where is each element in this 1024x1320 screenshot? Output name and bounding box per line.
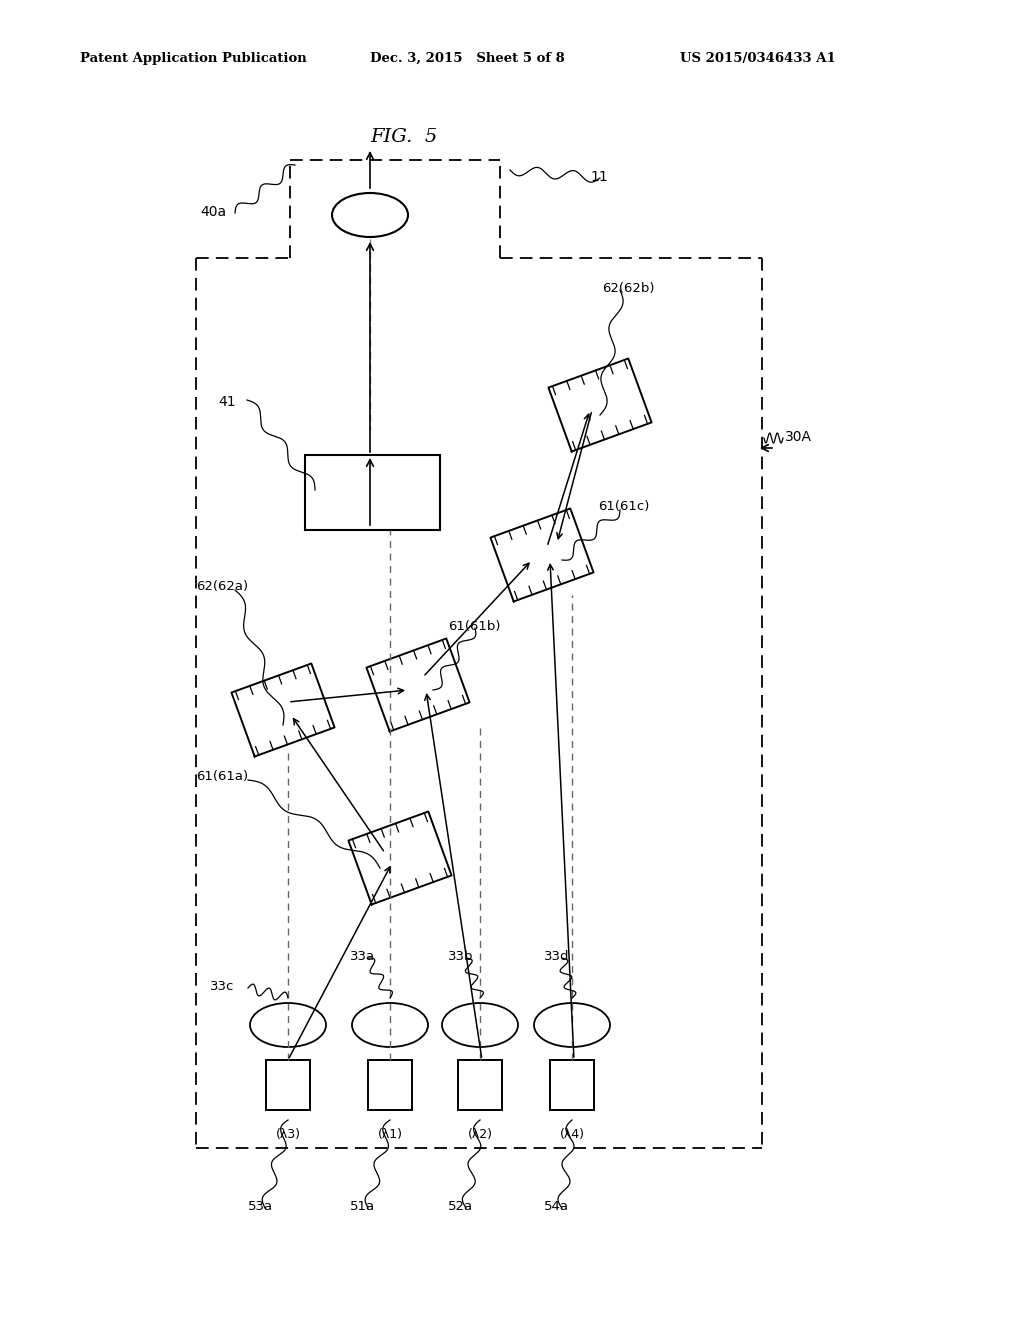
Text: 33b: 33b xyxy=(449,950,473,964)
Text: 33c: 33c xyxy=(210,979,234,993)
Text: Dec. 3, 2015   Sheet 5 of 8: Dec. 3, 2015 Sheet 5 of 8 xyxy=(370,51,565,65)
Text: 53a: 53a xyxy=(248,1200,273,1213)
Bar xyxy=(266,1060,310,1110)
Text: 40a: 40a xyxy=(200,205,226,219)
Text: 61(61c): 61(61c) xyxy=(598,500,649,513)
Bar xyxy=(368,1060,412,1110)
Text: 62(62a): 62(62a) xyxy=(196,579,248,593)
Bar xyxy=(550,1060,594,1110)
Text: (λ4): (λ4) xyxy=(559,1129,585,1140)
Text: 41: 41 xyxy=(218,395,236,409)
Text: 33a: 33a xyxy=(350,950,375,964)
Text: 11: 11 xyxy=(590,170,608,183)
Text: 61(61a): 61(61a) xyxy=(196,770,248,783)
Text: (λ1): (λ1) xyxy=(378,1129,402,1140)
Text: 61(61b): 61(61b) xyxy=(449,620,501,634)
Bar xyxy=(458,1060,502,1110)
Text: (λ3): (λ3) xyxy=(275,1129,300,1140)
Text: 54a: 54a xyxy=(544,1200,569,1213)
Text: (λ2): (λ2) xyxy=(468,1129,493,1140)
Text: 62(62b): 62(62b) xyxy=(602,282,654,294)
Text: 33d: 33d xyxy=(544,950,569,964)
Text: Patent Application Publication: Patent Application Publication xyxy=(80,51,307,65)
Text: 51a: 51a xyxy=(350,1200,375,1213)
Text: US 2015/0346433 A1: US 2015/0346433 A1 xyxy=(680,51,836,65)
Text: 30A: 30A xyxy=(785,430,812,444)
Text: FIG.  5: FIG. 5 xyxy=(370,128,437,147)
Text: 52a: 52a xyxy=(449,1200,473,1213)
Bar xyxy=(305,455,440,531)
